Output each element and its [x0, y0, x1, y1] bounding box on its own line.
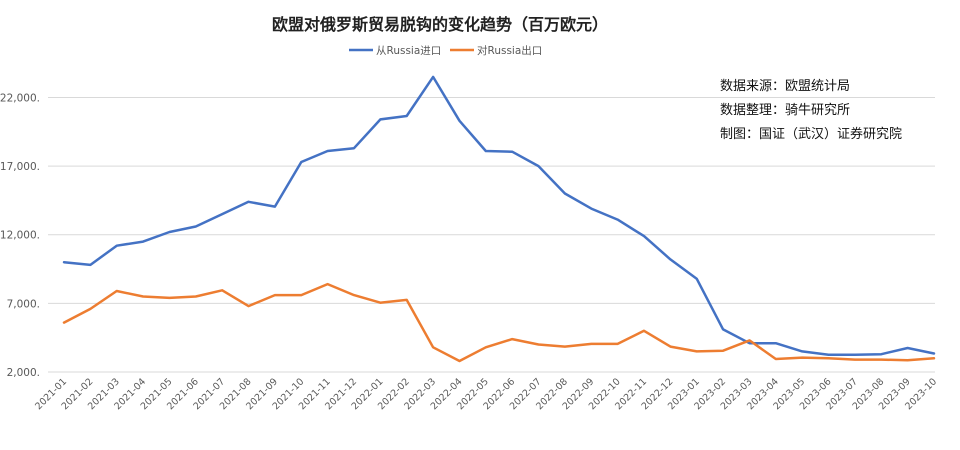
y-axis: 2,000. 7,000. 12,000. 17,000. 22,000.: [0, 92, 40, 379]
legend-label-export: 对Russia出口: [477, 44, 542, 57]
gridlines: [48, 96, 935, 373]
x-axis: 2021-012021-022021-032021-042021-052021-…: [33, 376, 939, 412]
y-tick-label: 12,000.: [0, 230, 40, 242]
y-tick-label: 7,000.: [7, 298, 40, 310]
legend-label-import: 从Russia进口: [376, 45, 441, 57]
note-compiled: 数据整理：骑牛研究所: [720, 103, 850, 118]
legend: 从Russia进口 对Russia出口: [349, 44, 542, 57]
chart-title: 欧盟对俄罗斯贸易脱钩的变化趋势（百万欧元）: [272, 15, 608, 34]
note-source: 数据来源：欧盟统计局: [720, 79, 850, 94]
source-notes: 数据来源：欧盟统计局 数据整理：骑牛研究所 制图：国证（武汉）证券研究院: [720, 79, 902, 142]
series-line-import: [62, 75, 936, 357]
series-line-export: [62, 282, 936, 363]
y-tick-label: 17,000.: [0, 161, 40, 173]
y-tick-label: 2,000.: [7, 367, 40, 379]
series-lines: [62, 75, 936, 363]
y-tick-label: 22,000.: [0, 92, 40, 104]
note-made-by: 制图：国证（武汉）证券研究院: [720, 126, 902, 142]
